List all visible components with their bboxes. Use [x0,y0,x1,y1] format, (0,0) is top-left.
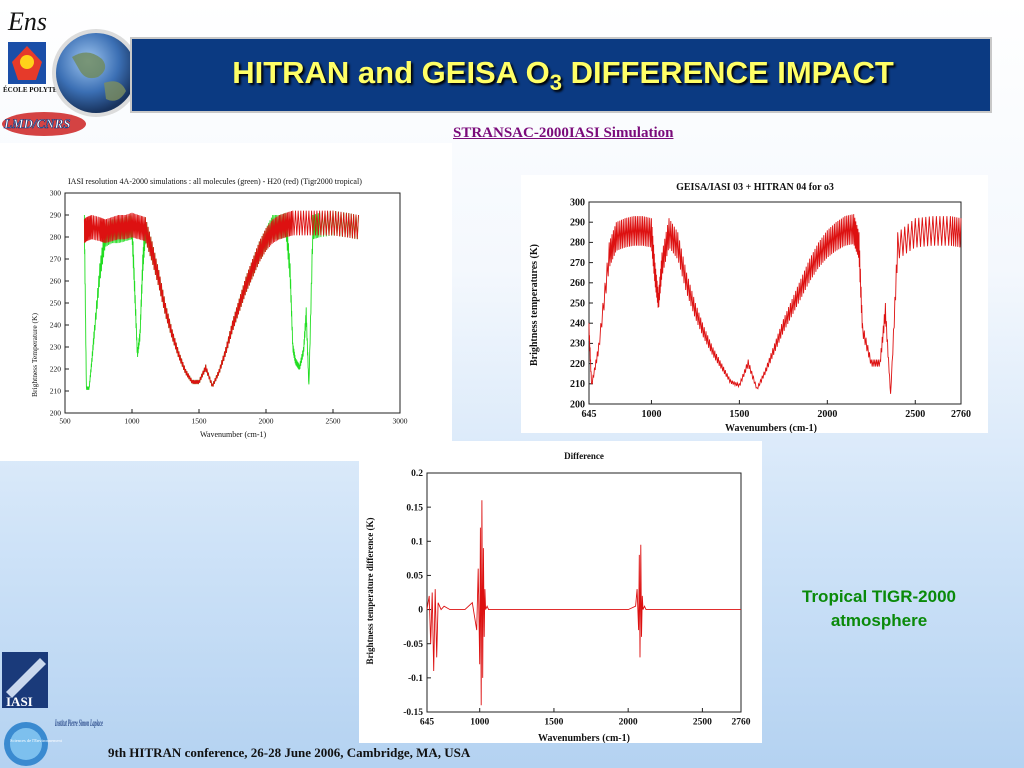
chart-panel-right [521,175,988,433]
y-tick-label: 300 [50,189,62,198]
conference-footer: 9th HITRAN conference, 26-28 June 2006, … [108,745,471,760]
x-tick-label: 1000 [470,718,489,728]
x-tick-label: 2760 [951,409,971,420]
x-tick-label: 2500 [326,417,341,426]
chart1-series-line [83,210,359,387]
y-tick-label: 270 [50,255,62,264]
x-tick-label: 1000 [641,409,661,420]
iasi-logo: IASI [2,652,48,709]
ipsl-small-label: Sciences de l'Environnement [10,738,63,743]
y-tick-label: 260 [50,277,62,286]
y-tick-label: 0.1 [411,537,423,547]
y-tick-label: 280 [50,233,62,242]
caption-line1: Tropical TIGR-2000 [802,587,956,606]
header-banner: HITRAN and GEISA O3 DIFFERENCE IMPACT [130,37,992,113]
chart2-xlabel: Wavenumbers (cm-1) [725,423,817,433]
chart3-title: Difference [564,451,604,461]
y-tick-label: 210 [570,379,585,390]
y-tick-label: 200 [570,399,585,410]
y-tick-label: 0 [418,606,423,616]
x-tick-label: 1500 [544,718,563,728]
y-tick-label: 240 [570,319,585,330]
y-tick-label: 250 [570,298,585,309]
chart-geisa-hitran-o3: GEISA/IASI 03 + HITRAN 04 for o3 Wavenum… [529,182,971,433]
chart3-xlabel: Wavenumbers (cm-1) [538,733,630,743]
logo-column: Ens ÉCOLE POLYTECHNIQUE LMD/CNRS [2,7,91,136]
chart-all-molecules-vs-h2o: IASI resolution 4A-2000 simulations : al… [30,177,408,439]
y-tick-label: 0.15 [406,503,423,513]
x-tick-label: 2500 [693,718,712,728]
y-tick-label: 290 [570,218,585,229]
chart1-xlabel: Wavenumber (cm-1) [200,430,267,439]
ipsl-logo: Sciences de l'Environnement Institut Pie… [4,718,103,766]
y-tick-label: -0.05 [403,640,423,650]
x-tick-label: 2000 [619,718,638,728]
y-tick-label: 220 [50,365,62,374]
chart2-series-line [588,214,962,394]
iasi-label: IASI [6,694,33,709]
chart3-series-line [426,500,741,706]
caption-line2: atmosphere [830,611,928,630]
chart3-frame [426,472,742,713]
x-tick-label: 645 [582,409,597,420]
y-tick-label: 280 [570,238,585,249]
y-tick-label: 250 [50,299,62,308]
chart-difference: Difference Wavenumbers (cm-1) Brightness… [365,451,751,743]
y-tick-label: -0.1 [408,674,423,684]
chart-panel-left [0,143,452,461]
x-tick-label: 2500 [905,409,925,420]
lmd-logo: LMD/CNRS [2,112,86,136]
chart1-title: IASI resolution 4A-2000 simulations : al… [68,177,362,186]
polytechnique-logo [8,42,46,84]
y-tick-label: 210 [50,387,62,396]
x-tick-label: 3000 [393,417,408,426]
y-tick-label: -0.15 [403,708,423,718]
y-tick-label: 230 [570,339,585,350]
chart2-ylabel: Brightness temperatures (K) [529,244,540,366]
x-tick-label: 645 [420,718,435,728]
y-tick-label: 0.2 [411,469,423,479]
chart2-title: GEISA/IASI 03 + HITRAN 04 for o3 [676,182,834,193]
y-tick-label: 240 [50,321,62,330]
y-tick-label: 230 [50,343,62,352]
x-tick-label: 1500 [729,409,749,420]
y-tick-label: 200 [50,409,62,418]
globe-icon [52,29,140,117]
chart-panel-bottom [359,441,762,743]
x-tick-label: 2760 [732,718,751,728]
atmosphere-caption: Tropical TIGR-2000 atmosphere [770,585,988,633]
polytechnique-label: ÉCOLE POLYTECHNIQUE [3,86,91,94]
y-tick-label: 0.05 [406,572,423,582]
x-tick-label: 500 [59,417,71,426]
x-tick-label: 1500 [192,417,207,426]
y-tick-label: 290 [50,211,62,220]
simulation-subtitle[interactable]: STRANSAC-2000IASI Simulation [453,125,674,141]
page-title: HITRAN and GEISA O3 DIFFERENCE IMPACT [232,55,894,96]
chart1-ylabel: Brightness Temperature (K) [30,313,39,397]
lmd-label: LMD/CNRS [3,116,70,131]
y-tick-label: 260 [570,278,585,289]
x-tick-label: 2000 [817,409,837,420]
x-tick-label: 1000 [125,417,140,426]
ipsl-name: Institut Pierre Simon Laplace [55,718,103,728]
chart3-ylabel: Brightness temperature difference (K) [365,518,375,665]
ens-logo: Ens [7,7,47,36]
y-tick-label: 270 [570,258,585,269]
bottom-logo-column: IASI Sciences de l'Environnement Institu… [2,652,103,766]
y-tick-label: 220 [570,359,585,370]
x-tick-label: 2000 [259,417,274,426]
y-tick-label: 300 [570,197,585,208]
